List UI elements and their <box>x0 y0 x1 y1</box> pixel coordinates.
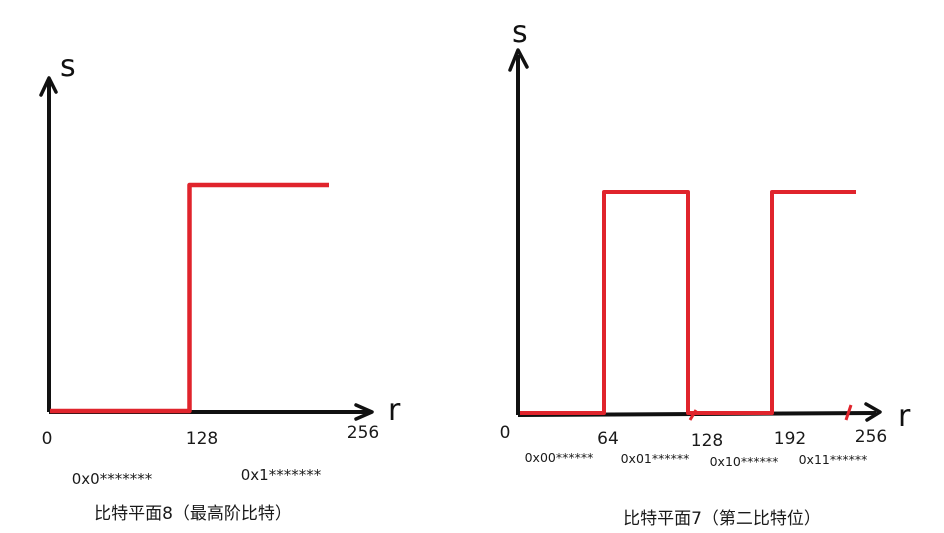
x-tick-label-1-0: 0 <box>42 429 53 449</box>
y-axis-label-1: s <box>60 49 76 84</box>
x-tick-label-2-2: 128 <box>691 431 723 451</box>
bitplane-8-series <box>50 182 329 414</box>
x-tick-label-1-2: 256 <box>347 423 379 443</box>
y-axis-label-2: s <box>512 15 528 50</box>
chart-bitplane-7: s r 0 64 128 192 256 0x00****** 0x01****… <box>500 15 911 529</box>
x-tick-label-2-0: 0 <box>500 423 511 443</box>
caption-2: 比特平面7（第二比特位） <box>623 509 821 529</box>
tick-mark-128 <box>688 409 698 421</box>
x-axis-label-1: r <box>388 393 401 428</box>
chart-bitplane-8: s r 0 128 256 0x0******* 0x1******* 比特平面… <box>39 49 401 524</box>
annotation-2-2: 0x10****** <box>710 454 779 469</box>
x-tick-label-1-1: 128 <box>186 429 218 449</box>
bitplane-7-series <box>520 190 856 415</box>
annotation-1-0: 0x0******* <box>72 470 153 488</box>
caption-1: 比特平面8（最高阶比特） <box>94 504 292 524</box>
annotation-1-1: 0x1******* <box>241 466 322 484</box>
x-arrow-2 <box>864 402 882 422</box>
tick-mark-256 <box>844 404 853 421</box>
annotation-2-0: 0x00****** <box>525 450 594 465</box>
y-arrow-2 <box>508 48 529 72</box>
x-tick-label-2-3: 192 <box>774 429 806 449</box>
x-tick-label-2-1: 64 <box>597 429 619 449</box>
x-tick-label-2-4: 256 <box>855 427 887 447</box>
annotation-2-1: 0x01****** <box>621 451 690 466</box>
annotation-2-3: 0x11****** <box>799 452 868 467</box>
x-arrow-1 <box>354 403 374 421</box>
y-arrow-1 <box>39 76 58 97</box>
x-axis-label-2: r <box>898 399 911 434</box>
